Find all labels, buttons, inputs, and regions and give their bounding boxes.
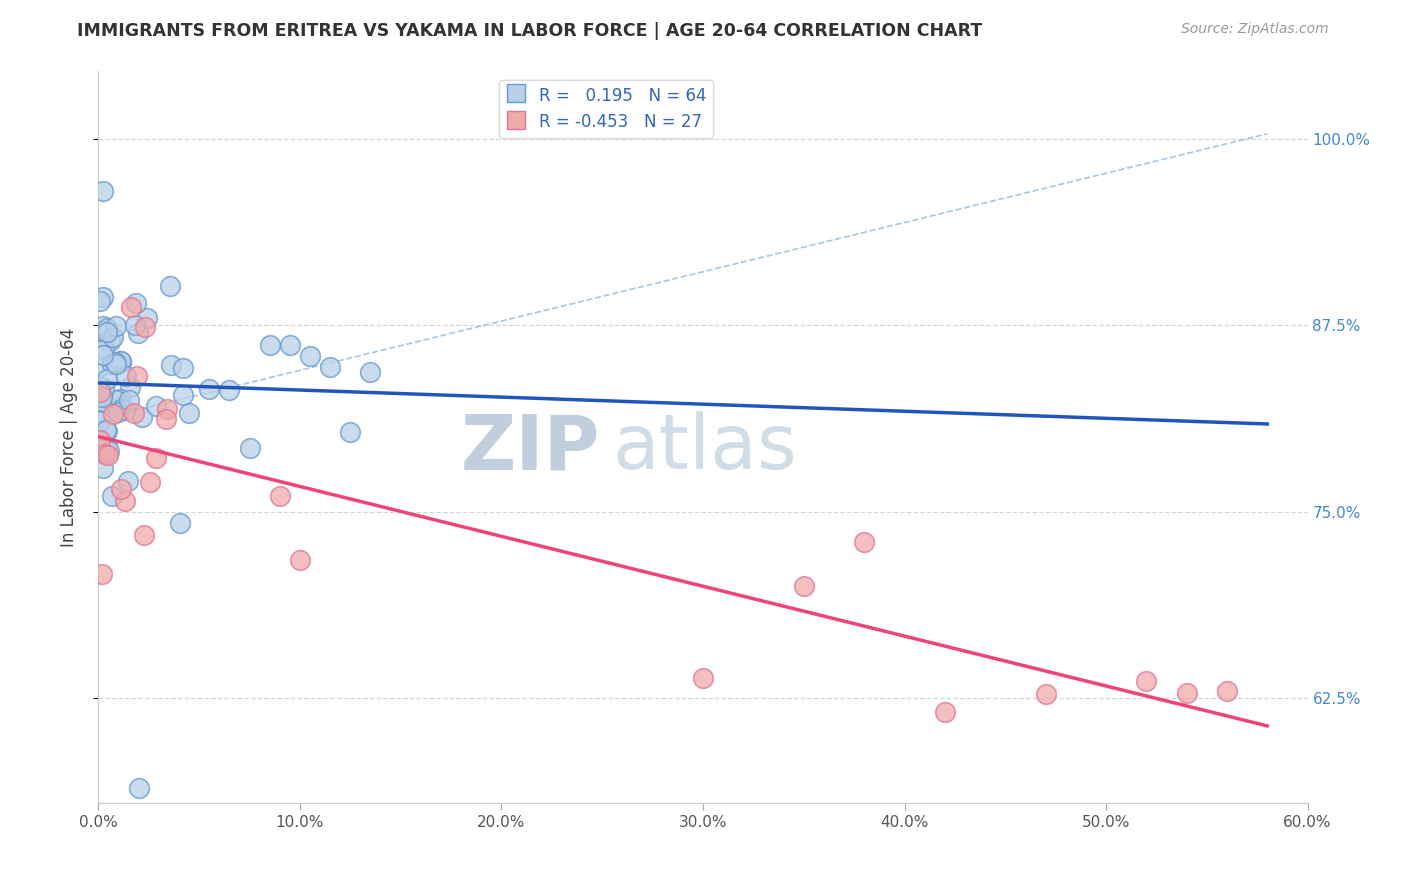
Point [91, 388, 114, 402]
Point [101, 330, 124, 344]
Point [288, 552, 311, 566]
Text: IMMIGRANTS FROM ERITREA VS YAKAMA IN LABOR FORCE | AGE 20-64 CORRELATION CHART: IMMIGRANTS FROM ERITREA VS YAKAMA IN LAB… [77, 22, 983, 40]
Point [114, 402, 136, 417]
Point [160, 359, 183, 373]
Point [1216, 684, 1239, 698]
Point [339, 425, 361, 439]
Point [172, 361, 194, 376]
Point [90, 390, 112, 404]
Point [104, 318, 127, 333]
Point [136, 311, 159, 326]
Point [98, 334, 121, 349]
Point [91, 461, 114, 475]
Point [89, 403, 111, 417]
Point [125, 368, 148, 383]
Point [96, 440, 118, 454]
Point [172, 388, 194, 402]
Point [853, 534, 876, 549]
Point [108, 354, 131, 368]
Y-axis label: In Labor Force | Age 20-64: In Labor Force | Age 20-64 [59, 327, 77, 547]
Point [89, 414, 111, 428]
Point [91, 184, 114, 198]
Point [97, 448, 120, 462]
Point [115, 368, 138, 383]
Point [145, 450, 167, 465]
Point [259, 338, 281, 352]
Point [114, 494, 136, 508]
Point [118, 393, 141, 408]
Point [793, 579, 815, 593]
Point [692, 671, 714, 685]
Point [110, 392, 132, 406]
Point [156, 402, 179, 417]
Point [91, 290, 114, 304]
Point [124, 296, 146, 310]
Point [91, 567, 114, 582]
Point [89, 293, 111, 308]
Point [101, 357, 124, 371]
Point [1175, 686, 1198, 700]
Point [155, 412, 177, 426]
Point [104, 355, 127, 369]
Point [96, 325, 118, 339]
Point [1135, 673, 1157, 688]
Point [101, 489, 124, 503]
Point [94, 423, 117, 437]
Text: atlas: atlas [613, 411, 797, 485]
Point [278, 337, 301, 351]
Point [934, 706, 956, 720]
Point [93, 381, 115, 395]
Point [138, 475, 160, 489]
Text: ZIP: ZIP [461, 411, 600, 485]
Point [122, 406, 145, 420]
Point [110, 482, 132, 496]
Point [110, 401, 132, 416]
Text: Source: ZipAtlas.com: Source: ZipAtlas.com [1181, 22, 1329, 37]
Point [110, 354, 132, 368]
Point [360, 366, 382, 380]
Point [128, 780, 150, 795]
Point [120, 380, 142, 394]
Point [179, 406, 201, 420]
Point [319, 360, 342, 375]
Point [132, 528, 155, 542]
Point [134, 320, 156, 334]
Point [93, 343, 115, 357]
Point [239, 441, 262, 455]
Point [159, 279, 181, 293]
Point [91, 318, 114, 333]
Point [89, 379, 111, 393]
Point [107, 405, 129, 419]
Point [93, 348, 115, 362]
Legend: R =   0.195   N = 64, R = -0.453   N = 27: R = 0.195 N = 64, R = -0.453 N = 27 [499, 79, 713, 137]
Point [89, 433, 111, 447]
Point [91, 324, 114, 338]
Point [89, 385, 111, 400]
Point [98, 444, 121, 458]
Point [94, 447, 117, 461]
Point [127, 326, 149, 340]
Point [89, 359, 111, 374]
Point [299, 349, 322, 363]
Point [198, 382, 221, 396]
Point [105, 392, 128, 407]
Point [117, 474, 139, 488]
Point [105, 357, 128, 371]
Point [145, 400, 167, 414]
Point [96, 372, 118, 386]
Point [101, 407, 124, 421]
Point [110, 355, 132, 369]
Point [1035, 687, 1057, 701]
Point [269, 490, 291, 504]
Point [96, 424, 118, 438]
Point [120, 300, 142, 314]
Point [218, 383, 240, 397]
Point [131, 410, 153, 425]
Point [169, 516, 191, 530]
Point [124, 318, 146, 332]
Point [90, 394, 112, 409]
Point [96, 321, 118, 335]
